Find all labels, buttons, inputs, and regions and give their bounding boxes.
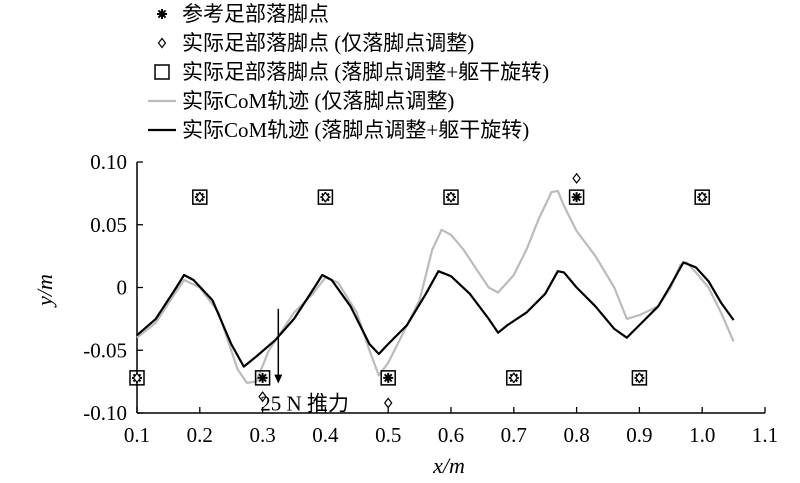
square-marker — [192, 189, 208, 205]
square-marker — [254, 370, 271, 386]
square-marker — [506, 370, 522, 386]
x-tick-label: 1.1 — [752, 423, 778, 447]
x-tick-label: 0.2 — [187, 423, 213, 447]
legend-label: 实际CoM轨迹 (落脚点调整+躯干旋转) — [182, 118, 529, 142]
square-marker — [129, 370, 145, 386]
com-trajectory-line-3 — [136, 189, 735, 384]
x-tick-label: 0.3 — [249, 423, 275, 447]
diamond-marker — [572, 172, 581, 184]
square-marker — [694, 189, 710, 205]
x-tick-label: 0.7 — [501, 423, 527, 447]
x-tick-label: 0.5 — [375, 423, 401, 447]
y-tick-label: -0.05 — [83, 338, 127, 362]
x-tick-label: 0.8 — [563, 423, 589, 447]
push-arrow-head — [274, 374, 283, 384]
y-tick-label: 0.05 — [90, 213, 127, 237]
square-marker — [443, 189, 459, 205]
diamond-marker — [321, 191, 330, 203]
square-marker — [380, 370, 396, 386]
y-axis-title: y/m — [32, 274, 57, 308]
diamond-marker — [697, 191, 707, 203]
com-trajectory-line-4 — [136, 261, 735, 368]
diamond-marker — [635, 372, 644, 384]
legend-square-icon — [154, 64, 170, 80]
asterisk-marker — [257, 372, 268, 383]
x-tick-label: 1.0 — [689, 423, 715, 447]
legend-label: 实际足部落脚点 (落脚点调整+躯干旋转) — [182, 60, 549, 84]
y-tick-label: -0.10 — [83, 401, 127, 425]
x-tick-label: 0.6 — [438, 423, 464, 447]
diamond-marker — [383, 397, 393, 409]
legend-diamond-icon — [157, 37, 167, 49]
asterisk-marker — [383, 372, 394, 383]
asterisk-marker — [571, 192, 582, 203]
y-tick-label: 0.10 — [90, 150, 127, 174]
x-axis-title: x/m — [432, 453, 465, 478]
diamond-marker — [509, 372, 519, 384]
diamond-marker — [258, 391, 267, 403]
square-marker — [317, 189, 334, 205]
x-tick-label: 0.4 — [312, 423, 339, 447]
diamond-marker — [446, 191, 456, 203]
y-tick-label: 0 — [117, 276, 128, 300]
legend-label: 参考足部落脚点 — [182, 2, 329, 26]
square-marker — [631, 370, 648, 386]
plot-area: 0.1 0.2 0.3 0.4 0.5 0.6 0.7 0.8 0.9 1.0 1.1 -0.10 -0… — [83, 150, 778, 447]
legend-label: 实际CoM轨迹 (仅落脚点调整) — [182, 89, 454, 113]
push-force-annotation: 25 N 推力 — [260, 392, 349, 416]
diamond-marker — [195, 191, 205, 203]
legend-label: 实际足部落脚点 (仅落脚点调整) — [182, 31, 474, 55]
legend-asterisk-icon — [157, 9, 167, 19]
x-tick-label: 0.1 — [124, 423, 150, 447]
square-marker — [568, 189, 585, 205]
x-tick-label: 0.9 — [626, 423, 652, 447]
diamond-marker — [132, 372, 142, 384]
